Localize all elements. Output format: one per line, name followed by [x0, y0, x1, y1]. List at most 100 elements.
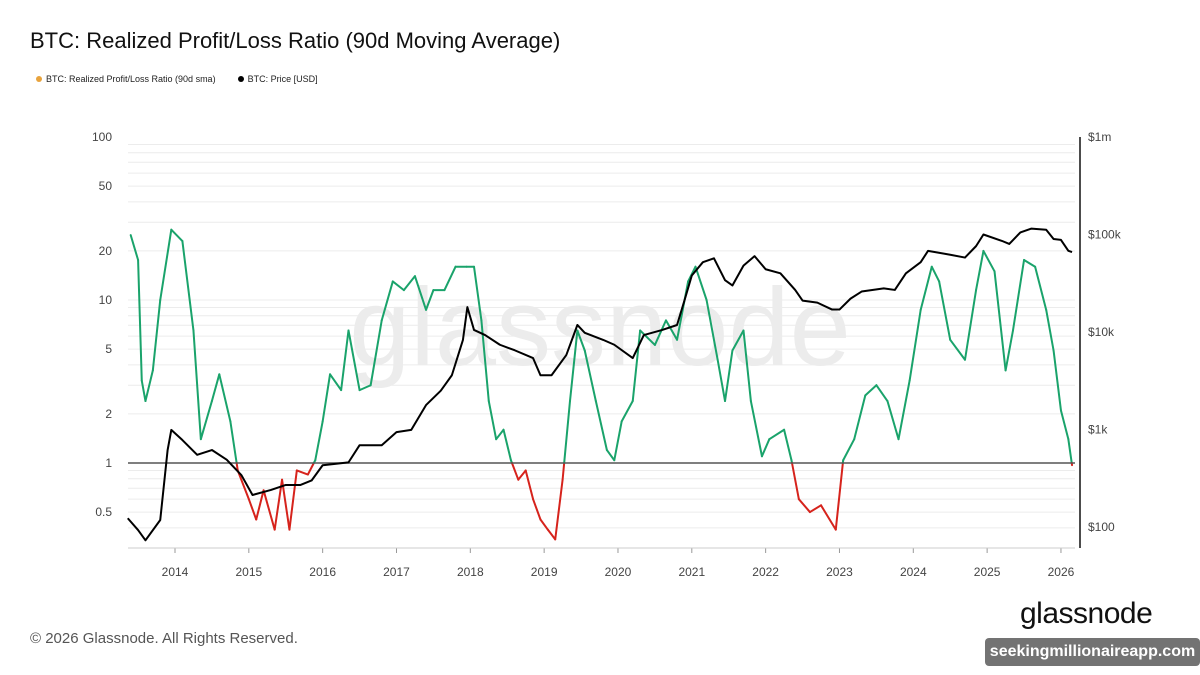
ratio-line-segment [192, 329, 202, 441]
ratio-line-segment [140, 379, 147, 403]
ratio-line-segment [170, 228, 184, 243]
y-left-tick-label: 5 [105, 342, 112, 356]
chart-title: BTC: Realized Profit/Loss Ratio (90d Mov… [30, 28, 561, 53]
x-tick-label: 2020 [605, 565, 632, 579]
ratio-line-segment [797, 498, 811, 514]
ratio-line-segment [842, 438, 856, 462]
ratio-line-segment [664, 319, 679, 341]
ratio-line-segment [705, 299, 719, 361]
ratio-line-segment [820, 504, 837, 531]
ratio-line-segment [963, 289, 978, 361]
ratio-line-segment [210, 373, 221, 403]
ratio-line-segment [1034, 265, 1048, 311]
ratio-line-segment [563, 400, 571, 464]
ratio-line-segment [510, 462, 520, 481]
ratio-line-segment [1045, 308, 1055, 352]
x-tick-label: 2023 [826, 565, 853, 579]
ratio-line-segment [875, 384, 889, 403]
ratio-line-segment [425, 289, 435, 311]
y-left-tick-label: 1 [105, 456, 112, 470]
ratio-line-segment [716, 358, 727, 403]
ratio-line-segment [1059, 409, 1070, 441]
ratio-line-segment [247, 498, 258, 521]
ratio-line-segment [783, 428, 793, 462]
ratio-line-segment [235, 462, 239, 472]
ratio-line-segment [281, 478, 291, 531]
y-left-tick-label: 10 [99, 293, 113, 307]
overlay-watermark: seekingmillionaireapp.com [985, 638, 1200, 666]
ratio-line-segment [229, 420, 238, 464]
ratio-line-segment [568, 329, 579, 403]
ratio-line-segment [295, 469, 309, 476]
legend-item-price[interactable]: BTC: Price [USD] [237, 74, 318, 84]
glassnode-logo: glassnode [1020, 597, 1153, 630]
ratio-line-segment [262, 489, 276, 531]
ratio-line-segment [808, 504, 823, 514]
x-tick-label: 2015 [235, 565, 262, 579]
x-tick-label: 2021 [678, 565, 705, 579]
ratio-line-segment [288, 469, 298, 531]
ratio-line-segment [620, 400, 634, 423]
ratio-line-segment [347, 329, 361, 392]
ratio-line-segment [631, 329, 642, 403]
x-tick-label: 2018 [457, 565, 484, 579]
ratio-line-segment [391, 280, 405, 292]
ratio-line-segment [402, 275, 416, 292]
copyright-footer: © 2026 Glassnode. All Rights Reserved. [30, 630, 298, 647]
ratio-line-segment [554, 478, 564, 541]
ratio-line-segment [760, 438, 771, 458]
legend: BTC: Realized Profit/Loss Ratio (90d sma… [36, 74, 318, 84]
ratio-line-segment [502, 428, 512, 462]
ratio-line-segment [1004, 329, 1014, 372]
ratio-line-segment [724, 349, 734, 403]
legend-label-ratio: BTC: Realized Profit/Loss Ratio (90d sma… [46, 74, 216, 84]
ratio-line-segment [329, 373, 343, 392]
ratio-line-segment [930, 265, 941, 283]
ratio-line-segment [982, 249, 996, 273]
x-tick-label: 2014 [162, 565, 189, 579]
ratio-line-segment [791, 462, 800, 501]
y-left-tick-label: 20 [99, 244, 113, 258]
ratio-line-segment [340, 329, 350, 392]
legend-dot-ratio [36, 76, 42, 82]
legend-item-ratio[interactable]: BTC: Realized Profit/Loss Ratio (90d sma… [36, 74, 216, 84]
ratio-line-segment [255, 489, 265, 521]
ratio-line-segment [653, 319, 667, 346]
ratio-line-segment [199, 400, 213, 441]
ratio-line-segment [594, 400, 608, 452]
ratio-line-segment [897, 379, 911, 441]
ratio-line-segment [975, 249, 985, 292]
ratio-line-segment [605, 449, 616, 462]
legend-label-price: BTC: Price [USD] [247, 74, 318, 84]
ratio-line-segment [321, 373, 332, 423]
y-right-tick-label: $100 [1088, 520, 1115, 534]
ratio-line-segment [853, 394, 867, 441]
ratio-line-segment [886, 400, 900, 441]
ratio-line-segment [749, 400, 763, 458]
ratio-line-segment [539, 518, 549, 531]
y-left-tick-label: 0.5 [95, 505, 112, 519]
ratio-line-segment [306, 462, 315, 476]
ratio-line-segment [236, 469, 250, 501]
ratio-line-segment [314, 420, 324, 462]
ratio-line-segment [181, 240, 195, 332]
ratio-line-segment [583, 349, 597, 403]
ratio-line-segment [742, 329, 752, 403]
ratio-line-segment [144, 369, 154, 403]
x-tick-label: 2016 [309, 565, 336, 579]
ratio-line-segment [517, 469, 527, 481]
x-tick-label: 2026 [1048, 565, 1075, 579]
y-left-tick-label: 100 [92, 130, 112, 144]
ratio-line-segment [443, 265, 457, 292]
ratio-line-segment [413, 275, 428, 311]
ratio-line-segment [473, 265, 483, 322]
ratio-line-segment [495, 428, 505, 441]
ratio-line-segment [576, 329, 586, 352]
x-tick-label: 2017 [383, 565, 410, 579]
ratio-line-segment [613, 420, 623, 462]
x-tick-label: 2024 [900, 565, 927, 579]
ratio-line-segment [639, 329, 656, 346]
ratio-line-segment [151, 299, 162, 372]
ratio-line-segment [524, 469, 535, 501]
ratio-line-segment [908, 308, 922, 382]
